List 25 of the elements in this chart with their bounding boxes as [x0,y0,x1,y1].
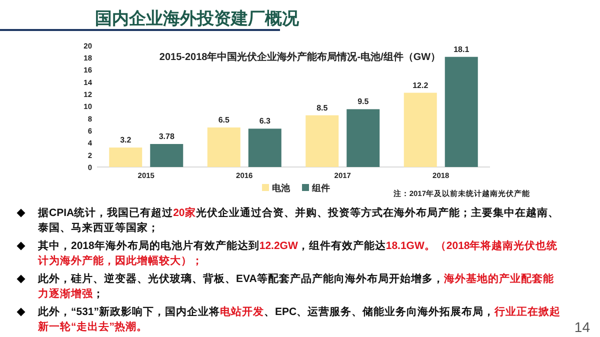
legend-label: 电池 [272,183,291,193]
data-label: 9.5 [358,97,370,106]
legend-label: 组件 [311,183,330,193]
text: 其中，2018年海外布局的电池片有效产能达到12.2GW，组件有效产能达18.1GW。（2018年将越南光伏也统计为海外产能，因此增幅较大）； [38,240,558,267]
text: 2015-2018年中国光伏企业海外产能布局情况-电池/组件（GW） [159,51,441,63]
bar [150,144,184,167]
text: 据CPIA统计，我国已有超过20家光伏企业通过合资、并购、投资等方式在海外布局产能；主要集中在越南、泰国、马来西亚等国家； [38,207,559,234]
data-label: 3.2 [120,136,132,145]
bar [207,127,240,167]
data-label: 8.5 [316,103,328,112]
text: 14 [574,319,590,335]
data-label: 18.1 [454,44,470,54]
data-label: 6.3 [259,116,271,126]
data-label: 3.78 [158,132,175,141]
data-label: 6.5 [218,115,230,124]
bar [109,148,142,167]
bar [306,115,339,167]
bar [404,92,437,167]
bar [346,109,380,167]
data-label: 12.2 [412,80,429,90]
chart-title: 国内企业海外投资建厂概况 [95,9,300,28]
bar [248,128,282,167]
bar [444,56,478,167]
text: 此外，“531”新政影响下，国内企业将电站开发、EPC、运营服务、储能业务向海外拓展布局，行业正在掀起新一轮“走出去”热潮。 [38,306,561,333]
text: 此外，硅片、逆变器、光伏玻璃、背板、EVA等配套产品产能向海外布局开始增多，海外基地的产业配套能力逐渐增强； [38,273,554,300]
